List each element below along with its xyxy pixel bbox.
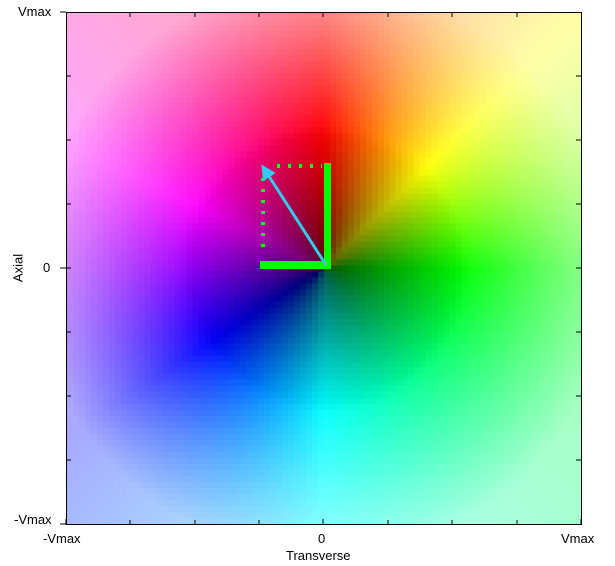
y-tick-label-min: -Vmax bbox=[14, 512, 52, 527]
y-tick-label-max: Vmax bbox=[18, 4, 52, 19]
y-tick-label-zero: 0 bbox=[43, 260, 51, 275]
x-axis-title: Transverse bbox=[286, 548, 351, 563]
resultant-vector-arrow bbox=[261, 164, 328, 266]
axial-component-bar bbox=[324, 163, 331, 269]
y-axis-title: Axial bbox=[10, 253, 26, 283]
transverse-component-bar bbox=[260, 261, 331, 269]
x-tick-label-min: -Vmax bbox=[43, 531, 81, 546]
axis-ticks bbox=[60, 11, 582, 525]
x-tick-label-max: Vmax bbox=[561, 531, 595, 546]
x-tick-label-zero: 0 bbox=[318, 531, 326, 546]
